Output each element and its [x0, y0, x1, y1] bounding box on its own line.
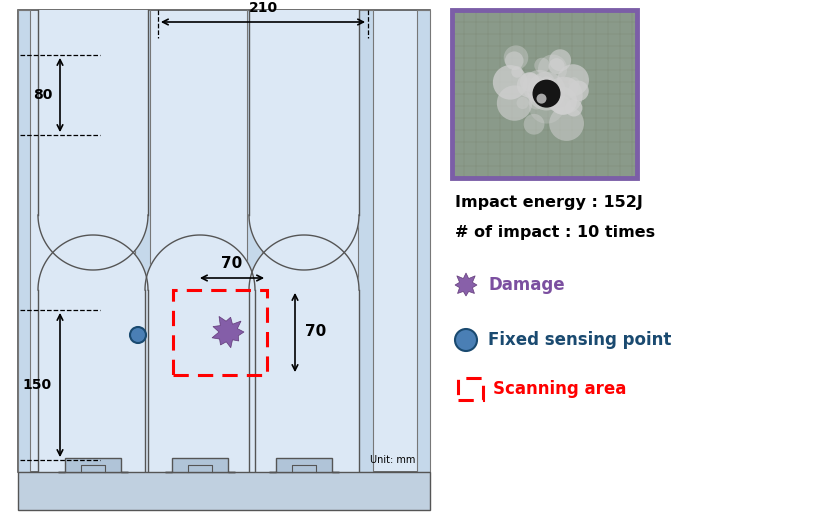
Bar [458, 378, 483, 400]
Circle shape [504, 45, 528, 70]
Text: 70: 70 [221, 256, 243, 271]
Circle shape [539, 76, 555, 93]
Circle shape [536, 94, 546, 103]
Text: Unit: mm: Unit: mm [370, 455, 415, 465]
Bar [38, 10, 148, 215]
Circle shape [130, 327, 146, 343]
Circle shape [568, 81, 589, 101]
Circle shape [565, 99, 582, 116]
Text: 70: 70 [305, 324, 326, 340]
Bar [452, 10, 637, 178]
Circle shape [512, 66, 523, 77]
Circle shape [529, 94, 545, 110]
Polygon shape [269, 458, 339, 472]
Circle shape [557, 64, 589, 96]
Polygon shape [455, 273, 477, 296]
Circle shape [455, 329, 477, 351]
Circle shape [549, 58, 564, 74]
Bar [18, 10, 430, 472]
Text: 80: 80 [33, 88, 52, 102]
Bar [452, 10, 637, 178]
Circle shape [520, 72, 540, 92]
Bar [135, 10, 150, 472]
Text: Impact energy : 152J: Impact energy : 152J [455, 194, 643, 210]
Circle shape [530, 86, 547, 103]
Circle shape [549, 106, 584, 141]
Polygon shape [145, 235, 255, 290]
Circle shape [549, 49, 571, 71]
Polygon shape [38, 235, 148, 290]
Polygon shape [38, 215, 148, 270]
Bar [247, 10, 262, 472]
Text: # of impact : 10 times: # of impact : 10 times [455, 225, 655, 240]
Polygon shape [249, 235, 359, 290]
Circle shape [535, 58, 549, 73]
Circle shape [524, 114, 544, 135]
Circle shape [516, 97, 529, 109]
Circle shape [549, 87, 577, 115]
Circle shape [517, 73, 541, 98]
Circle shape [538, 55, 567, 84]
Text: Damage: Damage [488, 276, 564, 294]
Circle shape [523, 78, 535, 90]
Bar [249, 290, 359, 472]
Text: 150: 150 [23, 378, 52, 392]
Circle shape [523, 70, 556, 103]
Circle shape [505, 51, 524, 70]
Polygon shape [58, 458, 128, 472]
Circle shape [532, 80, 560, 108]
Circle shape [553, 96, 572, 114]
Text: Fixed sensing point: Fixed sensing point [488, 331, 672, 349]
Circle shape [557, 77, 578, 98]
Bar [249, 10, 359, 215]
Bar [38, 290, 148, 472]
Circle shape [532, 75, 543, 86]
Polygon shape [212, 316, 244, 348]
Polygon shape [249, 215, 359, 270]
Bar [18, 10, 30, 472]
Circle shape [493, 65, 527, 100]
Circle shape [545, 77, 582, 114]
Bar [417, 10, 430, 472]
Text: Scanning area: Scanning area [493, 380, 626, 398]
Circle shape [527, 72, 566, 110]
Bar [18, 472, 430, 510]
Text: 210: 210 [248, 1, 277, 15]
Bar [145, 290, 255, 472]
Polygon shape [165, 458, 235, 472]
Circle shape [497, 85, 532, 121]
Bar [358, 10, 373, 472]
Circle shape [529, 88, 564, 124]
Circle shape [568, 77, 579, 88]
Bar [173, 290, 267, 375]
